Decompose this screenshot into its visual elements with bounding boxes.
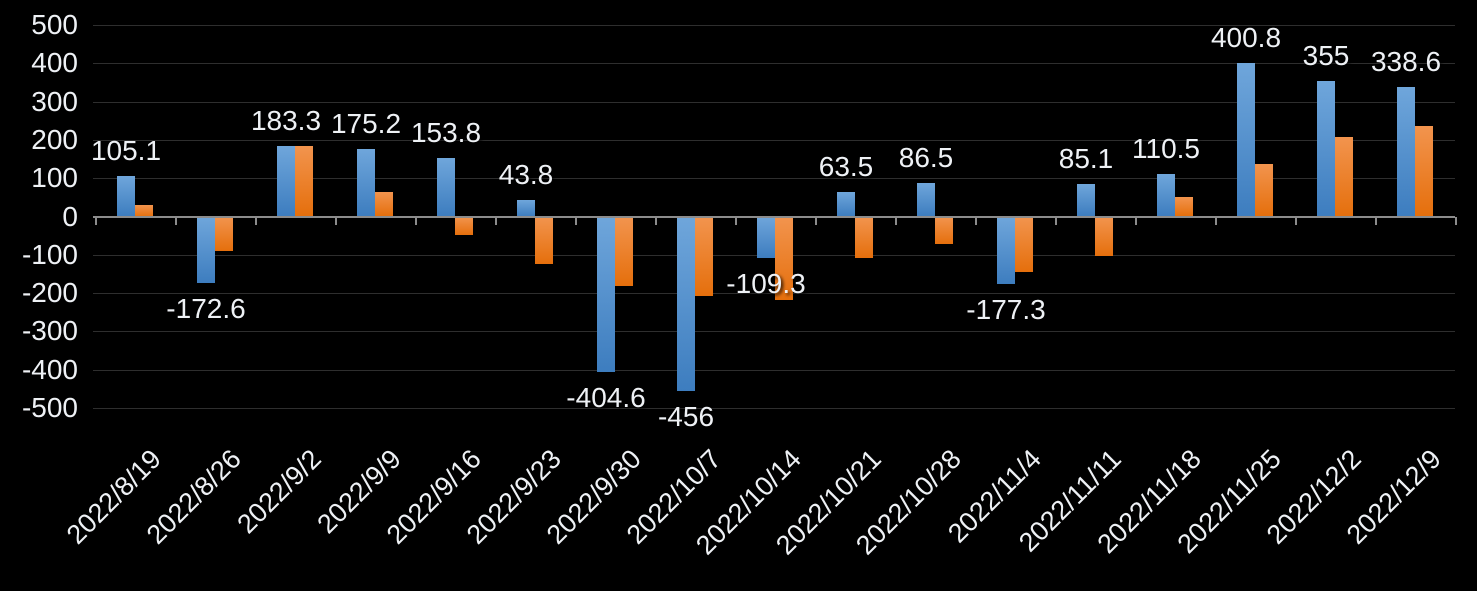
y-axis-label: 300 xyxy=(31,85,78,117)
gridline xyxy=(93,25,1455,26)
bar-blue xyxy=(197,216,215,283)
gridline xyxy=(93,369,1455,371)
data-label: 110.5 xyxy=(1132,133,1200,165)
bar-blue xyxy=(757,216,775,259)
axis-tick xyxy=(815,216,817,225)
data-label: 183.3 xyxy=(250,105,322,137)
bar-orange xyxy=(1415,126,1433,217)
bar-blue xyxy=(517,199,535,217)
data-label: -109.3 xyxy=(726,268,806,300)
data-label: 175.2 xyxy=(330,108,402,140)
bar-orange xyxy=(935,216,953,245)
axis-tick xyxy=(1215,216,1217,225)
gridline xyxy=(93,101,1455,103)
gridline xyxy=(93,178,1455,180)
bar-blue xyxy=(997,216,1015,285)
bar-blue xyxy=(1237,63,1255,217)
bar-orange xyxy=(1015,216,1033,273)
y-axis-label: 500 xyxy=(31,9,78,40)
gridline xyxy=(93,63,1455,65)
y-axis-label: 100 xyxy=(31,162,78,194)
data-label: 153.8 xyxy=(410,116,482,148)
y-axis-label: -100 xyxy=(21,238,78,270)
axis-tick xyxy=(175,216,177,225)
bar-blue xyxy=(117,176,135,217)
bar-orange xyxy=(695,216,713,296)
gridline xyxy=(93,331,1455,333)
data-label: 85.1 xyxy=(1058,142,1114,174)
axis-tick xyxy=(1135,216,1137,225)
data-label: 355 xyxy=(1302,39,1350,71)
x-axis-line xyxy=(93,215,1455,218)
axis-tick xyxy=(495,216,497,225)
y-axis-label: -400 xyxy=(21,353,78,385)
data-label: 338.6 xyxy=(1370,45,1442,77)
y-axis-label: 400 xyxy=(31,47,78,79)
axis-tick xyxy=(1055,216,1057,225)
bar-orange xyxy=(295,145,313,217)
bar-orange xyxy=(455,216,473,235)
bar-orange xyxy=(215,216,233,251)
axis-tick xyxy=(575,216,577,225)
bar-orange xyxy=(1335,136,1353,217)
bar-blue xyxy=(1397,86,1415,217)
bar-blue xyxy=(677,216,695,392)
y-axis-label: 0 xyxy=(62,200,78,232)
axis-tick xyxy=(95,216,97,225)
y-axis-label: -500 xyxy=(21,392,78,423)
gridline xyxy=(93,408,1455,409)
axis-tick xyxy=(895,216,897,225)
bar-orange xyxy=(135,205,153,217)
data-label: 86.5 xyxy=(898,142,954,174)
y-axis-label: -300 xyxy=(21,315,78,347)
bar-blue xyxy=(437,157,455,217)
data-label: 400.8 xyxy=(1210,22,1282,53)
y-axis-label: 200 xyxy=(31,123,78,155)
axis-tick xyxy=(1295,216,1297,225)
data-label: 105.1 xyxy=(90,135,162,167)
bar-orange xyxy=(1175,197,1193,217)
axis-tick xyxy=(975,216,977,225)
gridline xyxy=(93,293,1455,295)
data-label: -404.6 xyxy=(566,381,646,413)
bar-blue xyxy=(837,192,855,217)
data-label: -172.6 xyxy=(166,292,246,324)
axis-tick xyxy=(415,216,417,225)
bar-orange xyxy=(775,216,793,300)
bar-blue xyxy=(277,146,295,217)
bar-blue xyxy=(1317,80,1335,217)
axis-tick xyxy=(735,216,737,225)
bar-orange xyxy=(855,216,873,258)
axis-tick xyxy=(1375,216,1377,225)
bar-blue xyxy=(917,183,935,217)
axis-tick xyxy=(335,216,337,225)
bar-blue xyxy=(1077,183,1095,217)
axis-tick xyxy=(1455,216,1457,225)
bar-orange xyxy=(535,216,553,264)
bar-blue xyxy=(597,216,615,372)
data-label: 63.5 xyxy=(818,151,874,183)
bar-orange xyxy=(1255,163,1273,217)
bar-orange xyxy=(1095,216,1113,257)
data-label: 43.8 xyxy=(498,158,554,190)
bar-orange xyxy=(615,216,633,286)
data-label: -456 xyxy=(657,401,715,433)
axis-tick xyxy=(255,216,257,225)
y-axis-label: -200 xyxy=(21,277,78,309)
bar-blue xyxy=(1157,174,1175,217)
gridline xyxy=(93,139,1455,141)
axis-tick xyxy=(655,216,657,225)
bar-blue xyxy=(357,149,375,217)
data-label: -177.3 xyxy=(966,294,1046,326)
bar-orange xyxy=(375,191,393,217)
